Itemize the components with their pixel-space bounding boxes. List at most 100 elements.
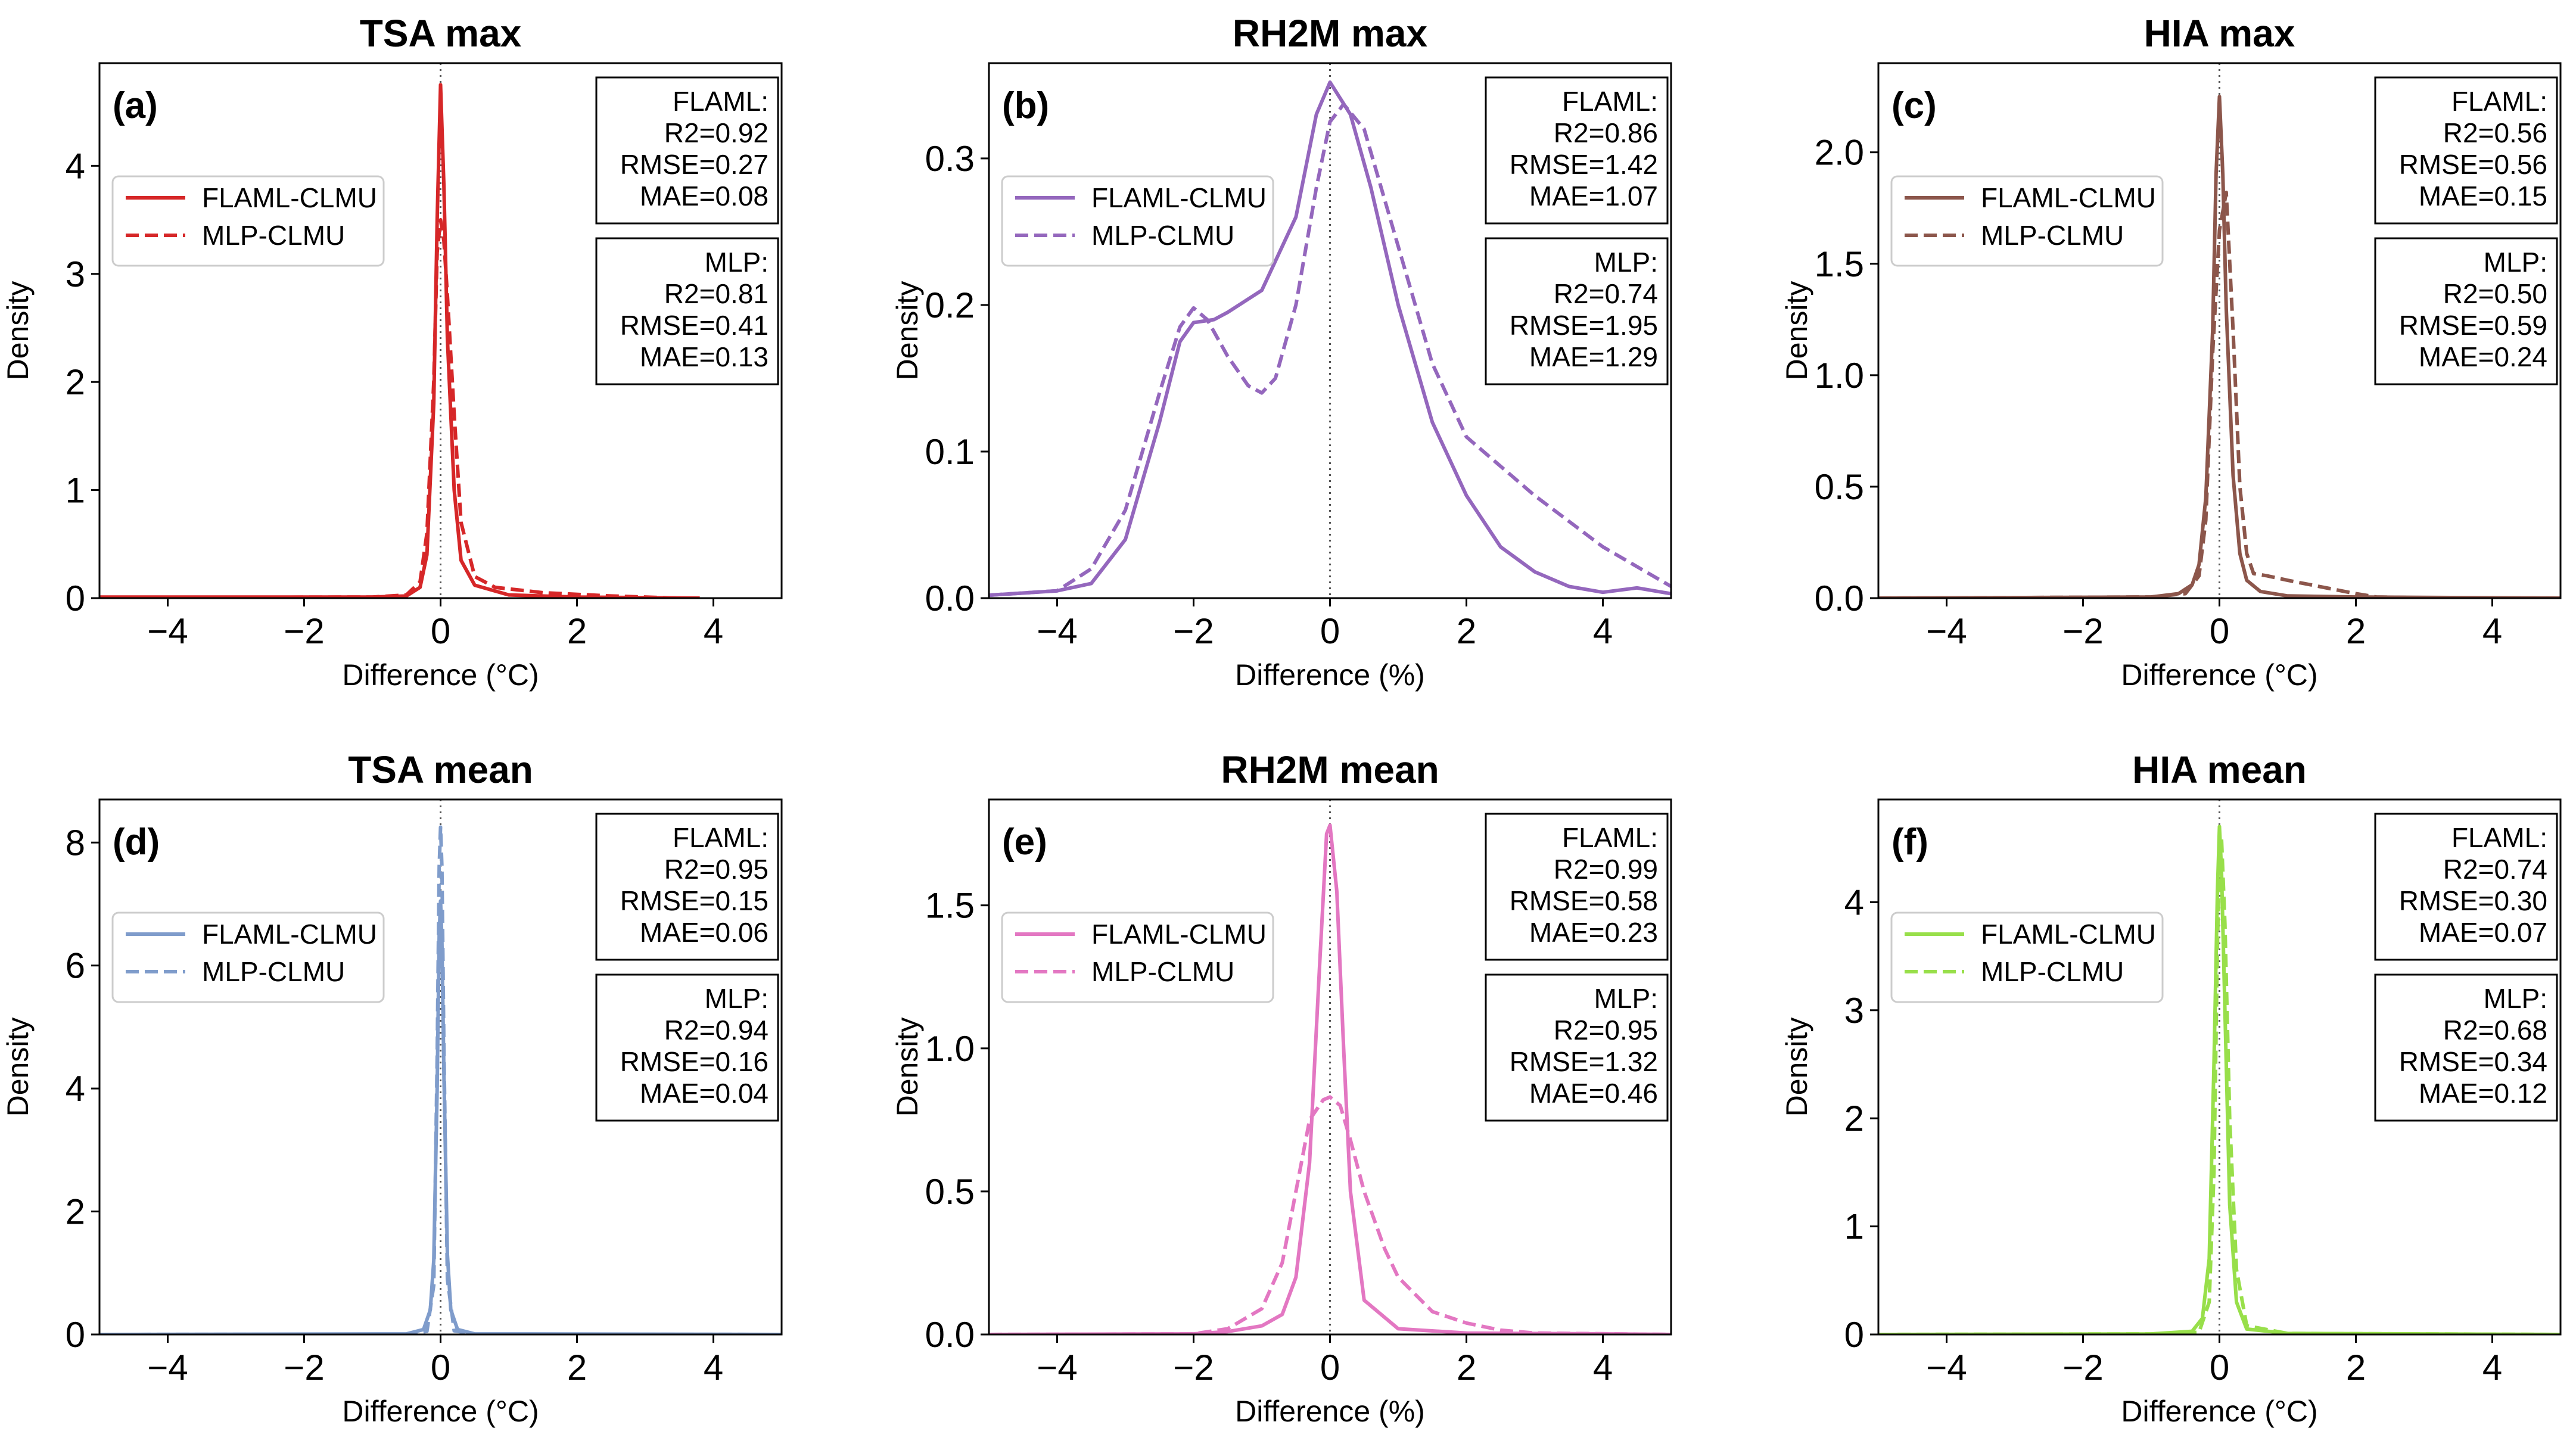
stats-line: MAE=0.23 — [1529, 917, 1658, 948]
y-tick-label: 0.5 — [1815, 467, 1864, 507]
stats-line: R2=0.86 — [1554, 117, 1658, 148]
x-tick-label: −4 — [147, 611, 188, 651]
stats-line: R2=0.95 — [1554, 1015, 1658, 1046]
stats-line: MAE=0.15 — [2419, 181, 2547, 211]
stats-header: MLP: — [1594, 247, 1658, 278]
x-tick-label: −4 — [1926, 611, 1967, 651]
legend: FLAML-CLMU MLP-CLMU — [1001, 911, 1274, 1003]
legend-label: MLP-CLMU — [1981, 956, 2124, 987]
panel-letter: (c) — [1891, 85, 1937, 126]
stats-line: RMSE=0.30 — [2399, 885, 2547, 916]
x-tick-label: 4 — [2482, 611, 2502, 651]
x-tick-label: −4 — [1037, 611, 1077, 651]
series-lines — [989, 80, 1671, 598]
panel-title: HIA mean — [2132, 748, 2307, 791]
legend-label: MLP-CLMU — [202, 220, 345, 251]
y-axis-label: Density — [1, 1018, 35, 1117]
x-tick-label: 0 — [2210, 611, 2229, 651]
stats-line: RMSE=0.34 — [2399, 1046, 2547, 1077]
y-tick-label: 2 — [66, 1192, 85, 1232]
panel-title: HIA max — [2144, 12, 2295, 55]
y-tick-label: 1.5 — [925, 886, 975, 926]
legend-label: FLAML-CLMU — [1091, 919, 1267, 950]
stats-box-frame — [2374, 76, 2558, 225]
x-tick-label: 4 — [704, 611, 723, 651]
series-line-mlp-clmu — [1878, 835, 2561, 1334]
x-tick-label: −2 — [1173, 1348, 1214, 1387]
y-tick-label: 0.0 — [1815, 578, 1864, 618]
y-axis-label: Density — [1780, 1018, 1813, 1117]
stats-line: MAE=0.46 — [1529, 1078, 1658, 1109]
stats-box-frame — [595, 237, 779, 385]
legend: FLAML-CLMU MLP-CLMU — [1890, 911, 2164, 1003]
stats-header: FLAML: — [1562, 822, 1658, 853]
y-tick-label: 1.0 — [1815, 356, 1864, 396]
stats-line: RMSE=0.27 — [620, 149, 769, 180]
panel-letter: (d) — [113, 822, 160, 863]
series-lines — [989, 823, 1671, 1334]
stats-header: MLP: — [705, 983, 769, 1014]
y-axis-label: Density — [1, 281, 35, 381]
y-tick-label: 0.0 — [925, 578, 975, 618]
stats-line: R2=0.95 — [664, 854, 769, 885]
x-tick-label: 0 — [2210, 1348, 2229, 1387]
series-line-flaml-clmu — [1878, 825, 2561, 1334]
y-tick-label: 2 — [66, 362, 85, 402]
x-tick-label: −2 — [1173, 611, 1214, 651]
y-tick-label: 0.3 — [925, 139, 975, 179]
stats-line: R2=0.81 — [664, 278, 769, 309]
x-axis-label: Difference (°C) — [2121, 658, 2317, 692]
stats-line: RMSE=0.16 — [620, 1046, 769, 1077]
y-axis-label: Density — [1780, 281, 1813, 381]
y-tick-label: 1.0 — [925, 1029, 975, 1069]
stats-box-frame — [2374, 973, 2558, 1122]
stats-box-frame — [1485, 237, 1669, 385]
y-tick-label: 0 — [66, 1315, 85, 1355]
x-tick-label: 4 — [704, 1348, 723, 1387]
panel-title: RH2M max — [1233, 12, 1428, 55]
stats-header: MLP: — [2484, 983, 2547, 1014]
stats-line: MAE=1.29 — [1529, 341, 1658, 372]
y-tick-label: 0.5 — [925, 1172, 975, 1212]
legend-label: MLP-CLMU — [1091, 220, 1234, 251]
series-line-mlp-clmu — [1878, 191, 2561, 598]
stats-line: R2=0.56 — [2443, 117, 2547, 148]
stats-line: R2=0.99 — [1554, 854, 1658, 885]
stats-header: MLP: — [1594, 983, 1658, 1014]
stats-line: R2=0.74 — [1554, 278, 1658, 309]
legend-label: MLP-CLMU — [1981, 220, 2124, 251]
legend-label: FLAML-CLMU — [1981, 182, 2156, 213]
stats-line: R2=0.68 — [2443, 1015, 2547, 1046]
x-axis-label: Difference (%) — [1235, 1395, 1425, 1428]
stats-line: R2=0.94 — [664, 1015, 769, 1046]
stats-line: MAE=0.04 — [640, 1078, 769, 1109]
stats-line: RMSE=0.58 — [1510, 885, 1658, 916]
y-tick-label: 4 — [66, 1069, 85, 1109]
y-tick-label: 3 — [66, 254, 85, 294]
x-axis-label: Difference (°C) — [342, 1395, 539, 1428]
series-lines — [1878, 825, 2561, 1334]
x-tick-label: 0 — [1320, 611, 1340, 651]
x-tick-label: −2 — [2062, 1348, 2103, 1387]
stats-line: RMSE=1.42 — [1510, 149, 1658, 180]
panel-d: TSA mean −4 −2 0 2 4 0 2 4 6 8 Difference (°C) Densi… — [1, 748, 783, 1428]
stats-box-frame — [1485, 813, 1669, 961]
stats-box-frame — [595, 973, 779, 1122]
legend-label: FLAML-CLMU — [1091, 182, 1267, 213]
y-tick-label: 1 — [66, 471, 85, 511]
x-tick-label: 0 — [431, 611, 450, 651]
y-axis-label: Density — [891, 1018, 924, 1117]
stats-line: RMSE=1.32 — [1510, 1046, 1658, 1077]
series-line-mlp-clmu — [989, 1095, 1671, 1334]
x-tick-label: 0 — [1320, 1348, 1340, 1387]
stats-line: MAE=1.07 — [1529, 181, 1658, 211]
legend-label: FLAML-CLMU — [202, 182, 377, 213]
panel-letter: (e) — [1002, 822, 1047, 863]
panel-e: RH2M mean −4 −2 0 2 4 0.0 0.5 1.0 1.5 Difference (… — [891, 748, 1672, 1428]
